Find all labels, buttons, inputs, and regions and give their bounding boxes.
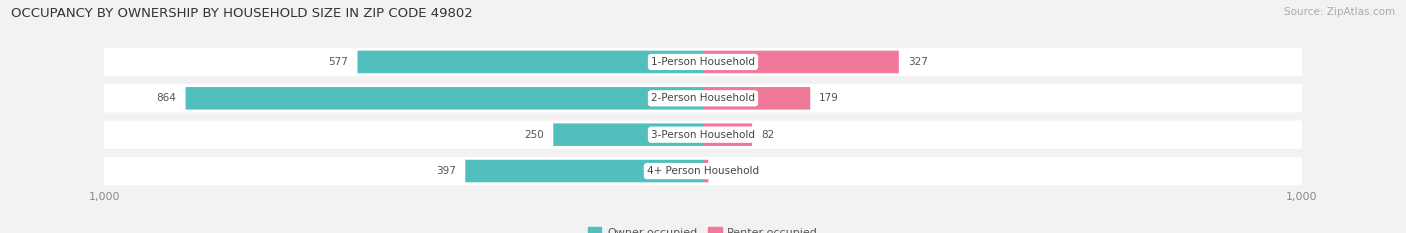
Text: 1-Person Household: 1-Person Household — [651, 57, 755, 67]
FancyBboxPatch shape — [465, 160, 703, 182]
FancyBboxPatch shape — [703, 51, 898, 73]
Legend: Owner-occupied, Renter-occupied: Owner-occupied, Renter-occupied — [583, 223, 823, 233]
FancyBboxPatch shape — [554, 123, 703, 146]
Text: 82: 82 — [761, 130, 775, 140]
Text: 250: 250 — [524, 130, 544, 140]
FancyBboxPatch shape — [104, 158, 1302, 184]
FancyBboxPatch shape — [357, 51, 703, 73]
Text: 9: 9 — [717, 166, 724, 176]
Text: 4+ Person Household: 4+ Person Household — [647, 166, 759, 176]
Text: 864: 864 — [156, 93, 177, 103]
Text: 3-Person Household: 3-Person Household — [651, 130, 755, 140]
Text: Source: ZipAtlas.com: Source: ZipAtlas.com — [1284, 7, 1395, 17]
Text: 2-Person Household: 2-Person Household — [651, 93, 755, 103]
FancyBboxPatch shape — [104, 86, 1302, 111]
FancyBboxPatch shape — [703, 123, 752, 146]
Text: 179: 179 — [820, 93, 839, 103]
Text: 327: 327 — [908, 57, 928, 67]
FancyBboxPatch shape — [186, 87, 703, 110]
FancyBboxPatch shape — [104, 122, 1302, 147]
FancyBboxPatch shape — [104, 84, 1302, 113]
FancyBboxPatch shape — [703, 160, 709, 182]
Text: OCCUPANCY BY OWNERSHIP BY HOUSEHOLD SIZE IN ZIP CODE 49802: OCCUPANCY BY OWNERSHIP BY HOUSEHOLD SIZE… — [11, 7, 472, 20]
FancyBboxPatch shape — [104, 48, 1302, 76]
Text: 577: 577 — [329, 57, 349, 67]
FancyBboxPatch shape — [703, 87, 810, 110]
Text: 397: 397 — [436, 166, 457, 176]
FancyBboxPatch shape — [104, 120, 1302, 149]
FancyBboxPatch shape — [104, 49, 1302, 75]
FancyBboxPatch shape — [104, 157, 1302, 185]
